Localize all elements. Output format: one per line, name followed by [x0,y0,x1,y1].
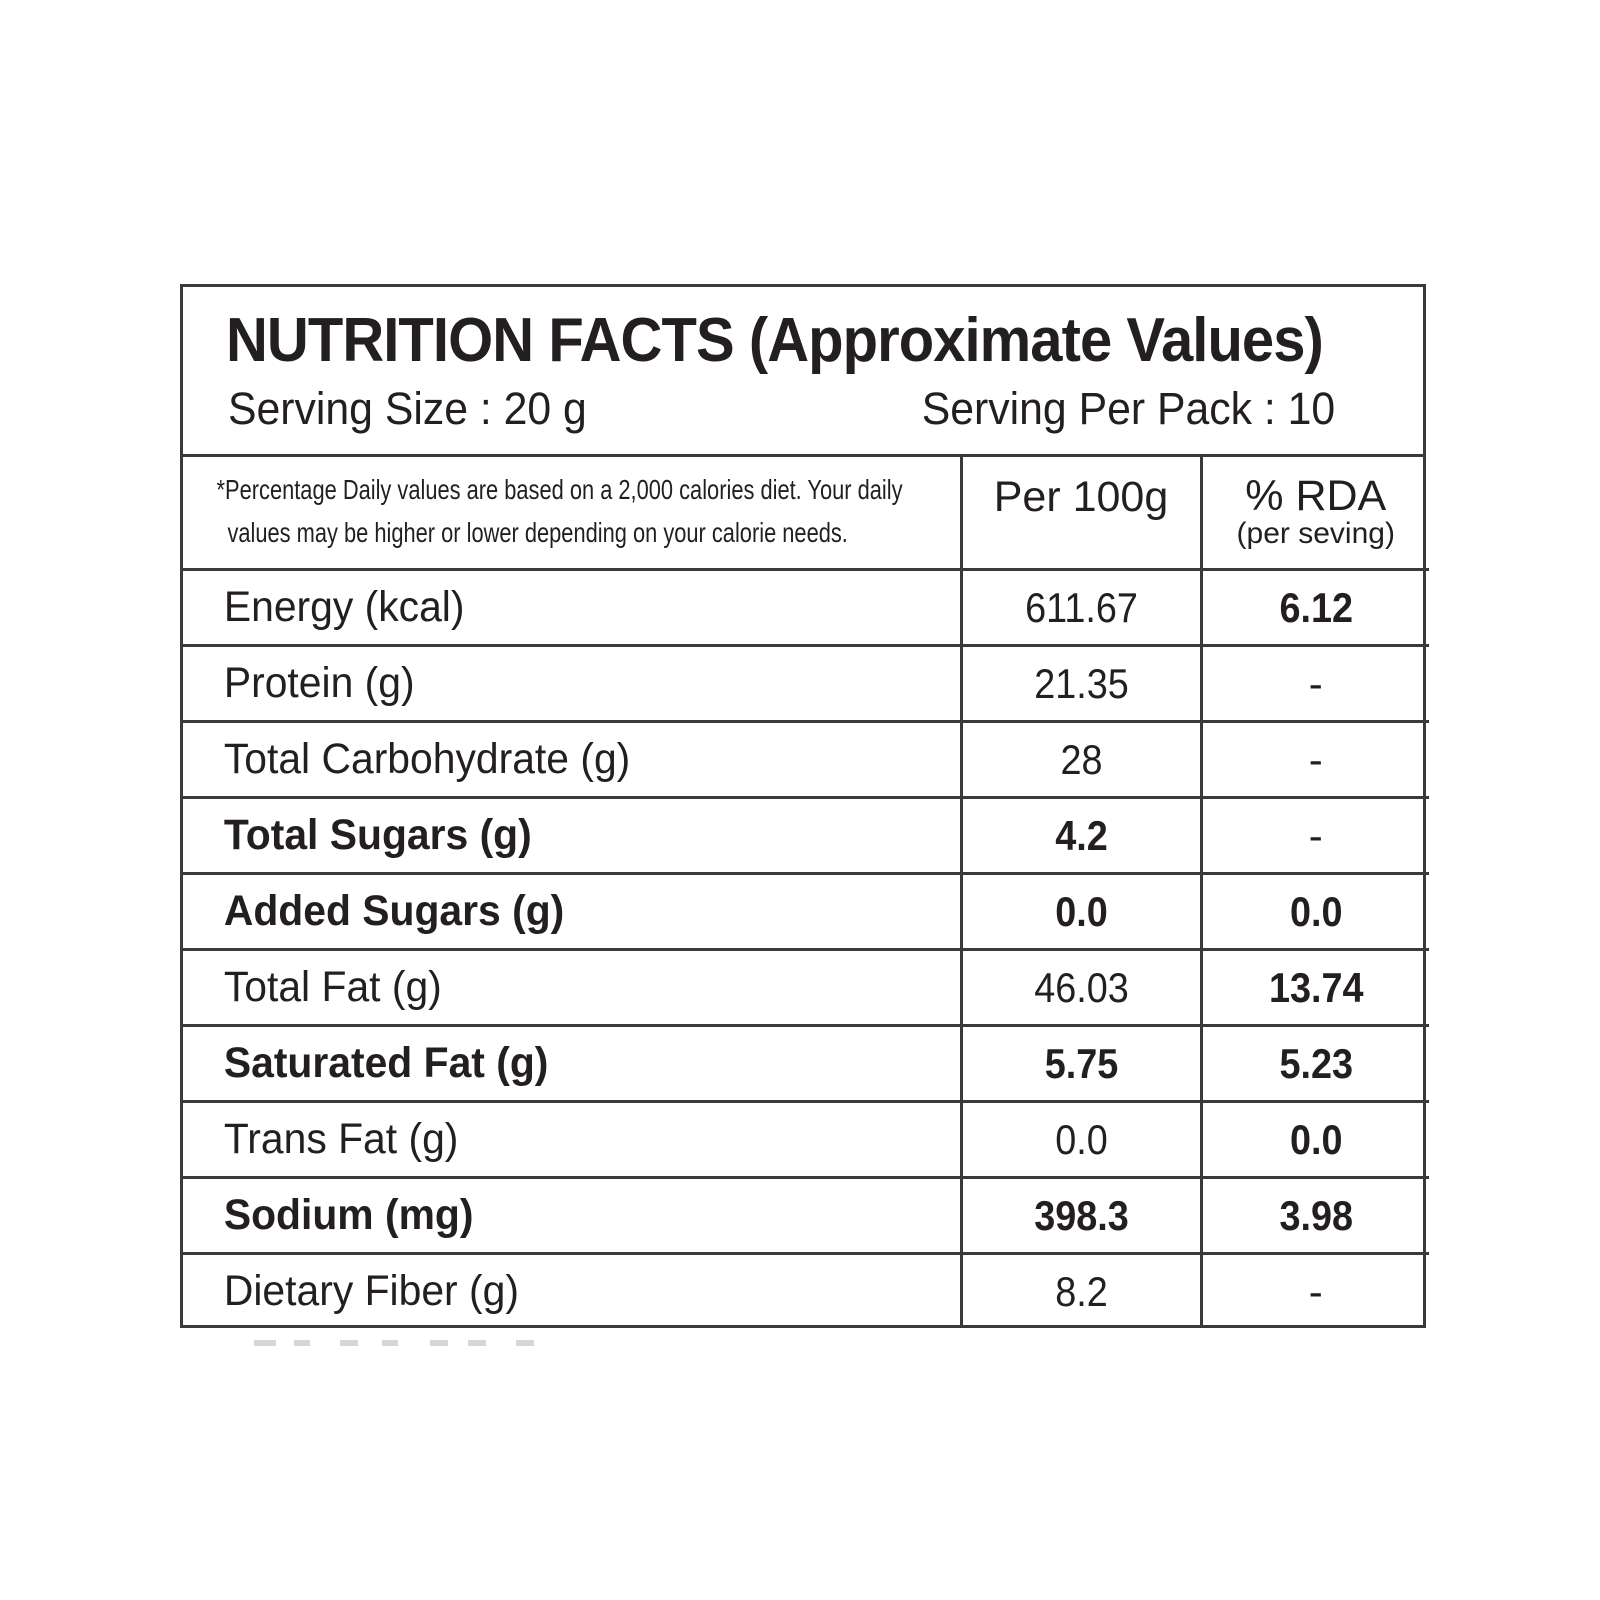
nutrient-name: Total Fat (g) [223,963,442,1011]
nutrition-table: *Percentage Daily values are based on a … [183,454,1429,1328]
label-title: NUTRITION FACTS (Approximate Values) [226,306,1324,375]
note-line-2: values may be higher or lower depending … [227,517,848,548]
per100-value: 5.75 [1044,1039,1118,1087]
table-row: Added Sugars (g) 0.0 0.0 [183,872,1429,951]
nutrient-name: Sodium (mg) [223,1191,474,1239]
note-line-1: *Percentage Daily values are based on a … [216,474,903,505]
per100-value: 0.0 [1054,887,1108,935]
per100-value: 46.03 [1033,963,1129,1011]
per100-value: 4.2 [1054,811,1108,859]
serving-size: Serving Size : 20 g [228,383,587,434]
rda-value: 5.23 [1278,1039,1353,1087]
table-header-row: *Percentage Daily values are based on a … [183,454,1429,570]
table-row: Protein (g) 21.35 - [183,644,1429,723]
nutrient-name: Saturated Fat (g) [223,1039,549,1087]
rda-value: - [1308,811,1323,859]
table-row: Sodium (mg) 398.3 3.98 [183,1176,1429,1255]
table-row: Saturated Fat (g) 5.75 5.23 [183,1024,1429,1103]
nutrient-name: Trans Fat (g) [223,1115,459,1163]
per100-value: 611.67 [1024,583,1138,631]
per100-value: 21.35 [1033,659,1129,707]
rda-value: - [1308,1267,1323,1315]
label-header: NUTRITION FACTS (Approximate Values) Ser… [183,287,1423,457]
per100-value: 398.3 [1033,1191,1129,1239]
table-row: Trans Fat (g) 0.0 0.0 [183,1100,1429,1179]
table-row: Total Sugars (g) 4.2 - [183,796,1429,875]
per100-label: Per 100g [993,473,1169,521]
rda-value: - [1308,735,1323,783]
table-row: Energy (kcal) 611.67 6.12 [183,568,1429,647]
nutrient-name: Total Sugars (g) [223,811,532,859]
per100-value: 28 [1059,735,1103,783]
nutrient-name: Protein (g) [223,659,415,707]
nutrient-name: Dietary Fiber (g) [223,1267,519,1315]
nutrient-name: Energy (kcal) [223,583,465,631]
nutrition-facts-label: NUTRITION FACTS (Approximate Values) Ser… [180,284,1429,1328]
rda-value: 0.0 [1289,887,1343,935]
table-row: Total Carbohydrate (g) 28 - [183,720,1429,799]
nutrient-name: Total Carbohydrate (g) [223,735,631,783]
column-header-per100: Per 100g [959,454,1203,570]
daily-value-note: *Percentage Daily values are based on a … [183,454,963,570]
per100-value: 0.0 [1054,1115,1108,1163]
rda-value: - [1308,659,1323,707]
cropped-text-fragment [254,1340,554,1346]
rda-value: 0.0 [1289,1115,1343,1163]
rda-value: 13.74 [1268,963,1364,1011]
table-row: Dietary Fiber (g) 8.2 - [183,1252,1429,1328]
rda-value: 6.12 [1278,583,1353,631]
nutrient-name: Added Sugars (g) [223,887,565,935]
rda-value: 3.98 [1278,1191,1353,1239]
serving-per-pack: Serving Per Pack : 10 [921,383,1335,434]
rda-sub-label: (per seving) [1236,517,1395,550]
column-header-rda: % RDA (per seving) [1199,454,1429,570]
rda-label: % RDA [1245,472,1387,520]
table-row: Total Fat (g) 46.03 13.74 [183,948,1429,1027]
per100-value: 8.2 [1054,1267,1108,1315]
